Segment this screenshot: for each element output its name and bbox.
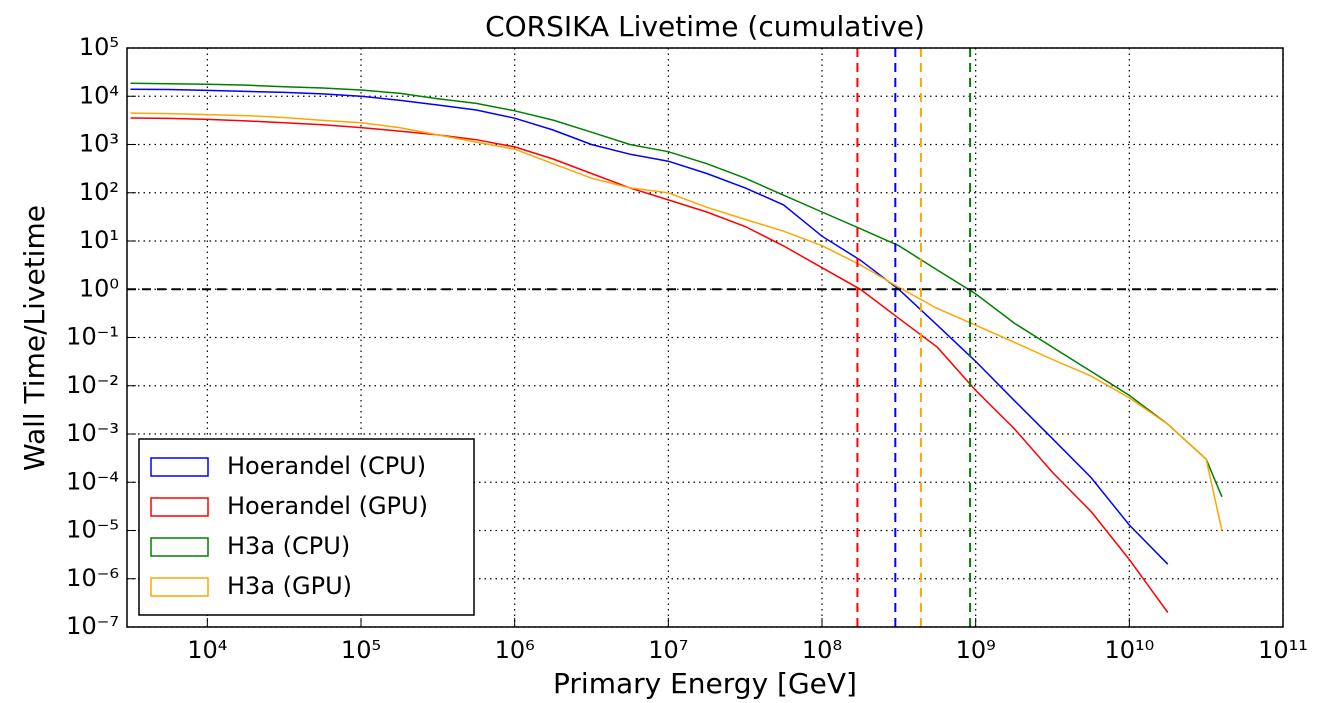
legend-swatch — [150, 537, 209, 557]
y-tick-label: 10⁻³ — [66, 419, 119, 447]
chart-title: CORSIKA Livetime (cumulative) — [485, 10, 925, 43]
legend-box — [138, 438, 475, 616]
x-tick-label: 10⁵ — [341, 636, 381, 664]
legend-label: H3a (CPU) — [227, 532, 350, 560]
x-tick-label: 10⁸ — [802, 636, 842, 664]
x-tick-label: 10¹⁰ — [1104, 636, 1154, 664]
y-tick-label: 10⁻⁵ — [66, 516, 119, 544]
plot-frame — [126, 47, 1284, 628]
legend-label: Hoerandel (GPU) — [227, 492, 428, 520]
y-tick-label: 10⁻¹ — [66, 323, 119, 351]
y-tick-label: 10⁴ — [79, 81, 119, 109]
y-tick-label: 10⁻⁴ — [66, 467, 119, 495]
y-tick-label: 10¹ — [79, 226, 119, 254]
x-tick-label: 10⁹ — [956, 636, 996, 664]
y-axis-label: Wall Time/Livetime — [18, 205, 51, 471]
series-line — [130, 82, 1223, 498]
series-line — [130, 88, 1169, 565]
x-tick-label: 10⁴ — [187, 636, 227, 664]
legend-label: Hoerandel (CPU) — [227, 452, 426, 480]
y-tick-label: 10³ — [79, 130, 119, 158]
y-tick-label: 10⁵ — [79, 33, 119, 61]
legend-swatch — [150, 577, 209, 597]
x-tick-label: 10⁶ — [495, 636, 535, 664]
legend-swatch — [150, 497, 209, 517]
series-line — [130, 117, 1169, 613]
y-tick-label: 10⁻² — [66, 371, 119, 399]
y-tick-label: 10² — [79, 178, 119, 206]
series-line — [130, 112, 1223, 531]
x-tick-label: 10⁷ — [648, 636, 688, 664]
legend-label: H3a (GPU) — [227, 572, 352, 600]
y-tick-label: 10⁻⁶ — [66, 564, 119, 592]
x-tick-label: 10¹¹ — [1258, 636, 1308, 664]
y-tick-label: 10⁰ — [79, 274, 119, 302]
x-axis-label: Primary Energy [GeV] — [553, 667, 857, 700]
legend-swatch — [150, 457, 209, 477]
y-tick-label: 10⁻⁷ — [66, 612, 119, 640]
plot-area — [127, 48, 1283, 627]
